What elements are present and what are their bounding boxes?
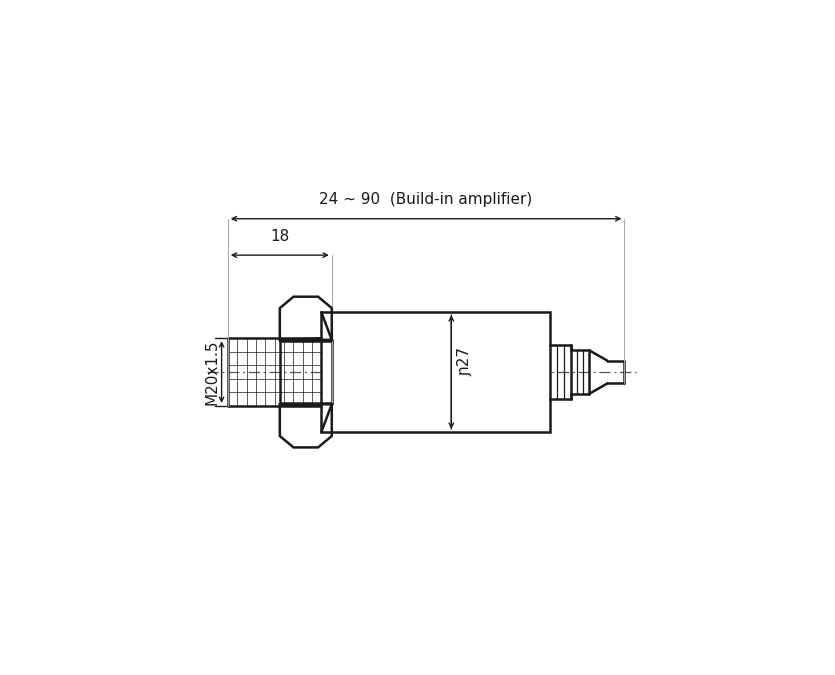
Bar	[321, 313, 550, 432]
Text: ɲ27: ɲ27	[458, 347, 473, 376]
Text: 18: 18	[271, 229, 290, 244]
Text: M20x1.5: M20x1.5	[205, 340, 220, 405]
Text: 24 ~ 90  (Build-in amplifier): 24 ~ 90 (Build-in amplifier)	[320, 192, 533, 207]
